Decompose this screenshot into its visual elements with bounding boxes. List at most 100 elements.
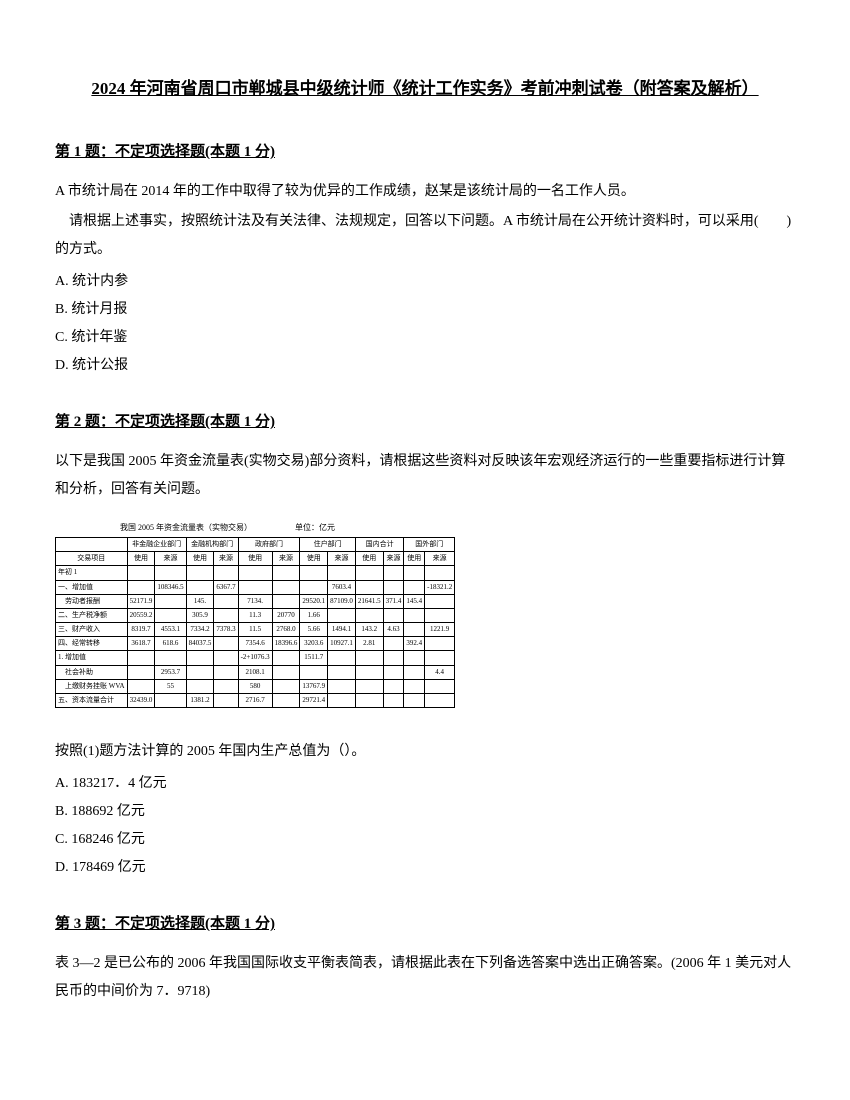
table-cell: 21641.5 (355, 594, 383, 608)
table-cell: 劳动者报酬 (56, 594, 128, 608)
table-cell: 7378.3 (214, 623, 238, 637)
table-cell (300, 580, 328, 594)
q2-body: 以下是我国 2005 年资金流量表(实物交易)部分资料，请根据这些资料对反映该年… (55, 448, 795, 504)
table-cell (383, 679, 404, 693)
table-cell: 社会补助 (56, 665, 128, 679)
q2-p2: 按照(1)题方法计算的 2005 年国内生产总值为（）。 (55, 738, 795, 766)
q1-p1: A 市统计局在 2014 年的工作中取得了较为优异的工作成绩，赵某是该统计局的一… (55, 178, 795, 206)
table-cell (214, 651, 238, 665)
table-cell (214, 679, 238, 693)
table-row: 劳动者报酬52171.9145.7134.29520.187109.021641… (56, 594, 455, 608)
table-cell (155, 694, 186, 708)
q2-table-unit: 单位：亿元 (295, 522, 335, 535)
table-cell (238, 580, 272, 594)
table-cell (355, 651, 383, 665)
table-cell: 55 (155, 679, 186, 693)
table-header-cell: 国外部门 (404, 537, 455, 551)
table-cell (425, 637, 455, 651)
table-cell (214, 566, 238, 580)
table-cell (127, 651, 155, 665)
table-cell (383, 580, 404, 594)
table-cell: 7603.4 (328, 580, 356, 594)
table-row: 四、经常转移3618.7618.684037.57354.618396.6320… (56, 637, 455, 651)
q1-optA: A. 统计内参 (55, 268, 795, 296)
table-cell: 3618.7 (127, 637, 155, 651)
table-subheader-cell: 来源 (383, 552, 404, 566)
table-cell: 143.2 (355, 623, 383, 637)
table-cell (272, 694, 300, 708)
table-row: 二、生产税净额20559.2305.911.3207701.66 (56, 608, 455, 622)
table-header-cell: 非金融企业部门 (127, 537, 186, 551)
table-cell: 20770 (272, 608, 300, 622)
table-subheader-cell: 使用 (186, 552, 214, 566)
table-cell (328, 608, 356, 622)
table-cell: 二、生产税净额 (56, 608, 128, 622)
table-cell (425, 608, 455, 622)
table-cell: 三、财产收入 (56, 623, 128, 637)
table-cell (355, 566, 383, 580)
table-cell (328, 651, 356, 665)
table-cell: 2716.7 (238, 694, 272, 708)
table-cell (214, 608, 238, 622)
table-cell: 年初 1 (56, 566, 128, 580)
table-cell (425, 651, 455, 665)
table-cell (404, 580, 425, 594)
table-header-cell: 金融机构部门 (186, 537, 238, 551)
table-cell (383, 566, 404, 580)
table-row: 上缴财务挂账 WVA5558013767.9 (56, 679, 455, 693)
table-subheader-cell: 使用 (238, 552, 272, 566)
q1-optB: B. 统计月报 (55, 296, 795, 324)
q2-body2: 按照(1)题方法计算的 2005 年国内生产总值为（）。 (55, 738, 795, 766)
table-cell: 5.66 (300, 623, 328, 637)
q2-optA: A. 183217．4 亿元 (55, 770, 795, 798)
table-cell (214, 665, 238, 679)
table-cell: 84037.5 (186, 637, 214, 651)
table-cell: 4.63 (383, 623, 404, 637)
table-subheader-cell: 来源 (425, 552, 455, 566)
table-cell: 上缴财务挂账 WVA (56, 679, 128, 693)
table-header-cell: 国内合计 (355, 537, 404, 551)
table-cell (272, 679, 300, 693)
table-cell (214, 637, 238, 651)
table-cell (404, 566, 425, 580)
table-cell: 一、增加值 (56, 580, 128, 594)
table-subheader-cell: 使用 (404, 552, 425, 566)
table-cell: 1494.1 (328, 623, 356, 637)
table-cell (155, 594, 186, 608)
q3-header: 第 3 题：不定项选择题(本题 1 分) (55, 912, 795, 936)
table-cell (355, 665, 383, 679)
table-cell: 7334.2 (186, 623, 214, 637)
table-cell: 1221.9 (425, 623, 455, 637)
table-cell: 145.4 (404, 594, 425, 608)
table-cell (383, 608, 404, 622)
table-subheader-cell: 使用 (355, 552, 383, 566)
q2-table-title: 我国 2005 年资金流量表（实物交易） (120, 522, 252, 535)
table-cell: 108346.5 (155, 580, 186, 594)
table-cell: 五、资本流量合计 (56, 694, 128, 708)
table-cell: 8319.7 (127, 623, 155, 637)
table-cell (383, 694, 404, 708)
q1-body: A 市统计局在 2014 年的工作中取得了较为优异的工作成绩，赵某是该统计局的一… (55, 178, 795, 264)
table-cell: -18321.2 (425, 580, 455, 594)
table-cell (127, 566, 155, 580)
table-cell (328, 679, 356, 693)
table-cell: 2.81 (355, 637, 383, 651)
table-cell (300, 665, 328, 679)
table-row: 1. 增加值-2+1076.31511.7 (56, 651, 455, 665)
table-subheader-cell: 来源 (328, 552, 356, 566)
q2-optD: D. 178469 亿元 (55, 854, 795, 882)
q2-header: 第 2 题：不定项选择题(本题 1 分) (55, 410, 795, 434)
table-cell: 7134. (238, 594, 272, 608)
table-cell (238, 566, 272, 580)
table-subheader-cell: 交易项目 (56, 552, 128, 566)
table-cell (328, 665, 356, 679)
table-cell: 29520.1 (300, 594, 328, 608)
table-header-cell (56, 537, 128, 551)
q3-body: 表 3—2 是已公布的 2006 年我国国际收支平衡表简表，请根据此表在下列备选… (55, 950, 795, 1006)
table-row: 三、财产收入8319.74553.17334.27378.311.52768.0… (56, 623, 455, 637)
q1-p2: 请根据上述事实，按照统计法及有关法律、法规规定，回答以下问题。A 市统计局在公开… (55, 208, 795, 264)
table-cell (355, 608, 383, 622)
table-cell (404, 651, 425, 665)
table-cell (425, 594, 455, 608)
table-cell (272, 665, 300, 679)
